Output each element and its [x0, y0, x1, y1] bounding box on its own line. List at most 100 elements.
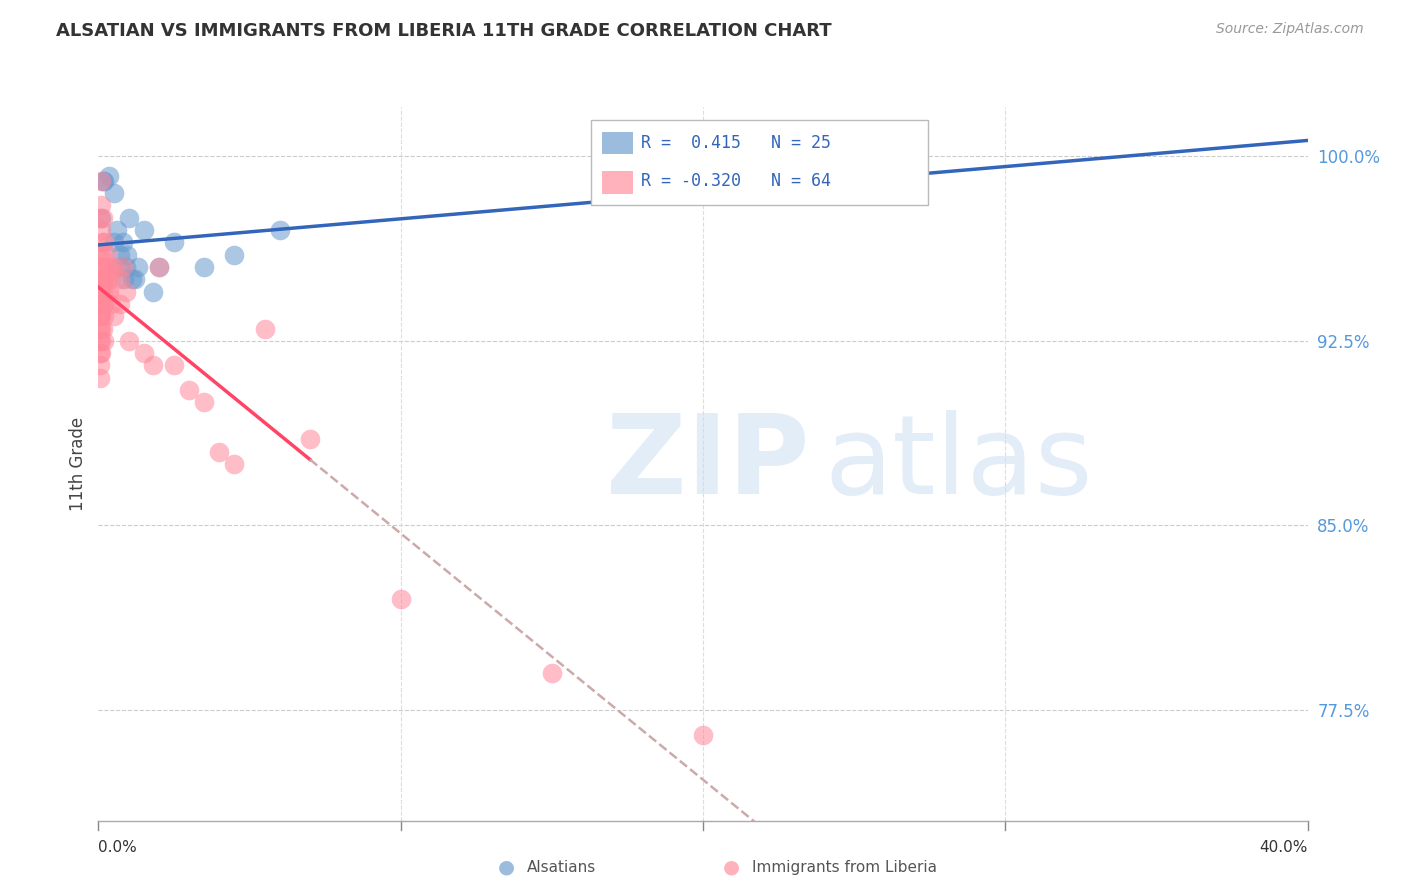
Point [224, 248, 246, 262]
Point [93, 260, 115, 274]
Point [89, 321, 111, 335]
Text: ALSATIAN VS IMMIGRANTS FROM LIBERIA 11TH GRADE CORRELATION CHART: ALSATIAN VS IMMIGRANTS FROM LIBERIA 11TH… [56, 22, 832, 40]
Point [208, 444, 231, 458]
Point [93, 235, 115, 250]
Point [89, 297, 111, 311]
Point [93, 309, 115, 323]
Point [90, 248, 112, 262]
Point [224, 457, 246, 471]
Point [121, 272, 143, 286]
Point [105, 223, 128, 237]
Point [103, 260, 125, 274]
Text: R =  0.415   N = 25: R = 0.415 N = 25 [641, 134, 831, 152]
Point [132, 346, 155, 360]
Point [127, 260, 149, 274]
Point [90, 297, 112, 311]
Point [100, 272, 122, 286]
Text: ●: ● [723, 857, 740, 877]
Point [179, 383, 201, 397]
Point [89, 334, 111, 348]
Point [93, 174, 115, 188]
Point [90, 223, 112, 237]
Point [90, 174, 112, 188]
Point [89, 370, 111, 384]
Point [103, 235, 125, 250]
Point [91, 211, 114, 225]
Point [90, 334, 112, 348]
Text: Source: ZipAtlas.com: Source: ZipAtlas.com [1216, 22, 1364, 37]
Point [90, 346, 112, 360]
Point [132, 223, 155, 237]
Point [723, 161, 745, 176]
Text: 40.0%: 40.0% [1260, 840, 1308, 855]
Point [299, 432, 322, 446]
Point [89, 309, 111, 323]
Point [103, 309, 125, 323]
Point [90, 321, 112, 335]
Point [118, 211, 141, 225]
Text: ●: ● [498, 857, 515, 877]
Point [91, 174, 114, 188]
Text: 0.0%: 0.0% [98, 840, 138, 855]
Point [98, 260, 121, 274]
Point [692, 727, 714, 741]
Point [90, 285, 112, 299]
Point [93, 334, 115, 348]
Point [89, 211, 111, 225]
Point [108, 248, 131, 262]
Point [94, 260, 117, 274]
Point [114, 260, 136, 274]
Point [193, 260, 215, 274]
Point [90, 260, 112, 274]
Point [111, 235, 134, 250]
Text: Alsatians: Alsatians [527, 860, 596, 874]
Point [541, 665, 564, 680]
Point [91, 285, 114, 299]
Point [91, 321, 114, 335]
Point [108, 260, 131, 274]
Point [142, 285, 165, 299]
Point [148, 260, 170, 274]
Point [89, 285, 111, 299]
Point [100, 297, 122, 311]
Point [91, 272, 114, 286]
Point [98, 285, 121, 299]
Point [124, 272, 146, 286]
Text: R = -0.320   N = 64: R = -0.320 N = 64 [641, 172, 831, 190]
Point [89, 272, 111, 286]
Text: Immigrants from Liberia: Immigrants from Liberia [752, 860, 938, 874]
Point [111, 260, 134, 274]
Point [269, 223, 291, 237]
Point [193, 395, 215, 409]
Point [90, 198, 112, 212]
Point [89, 248, 111, 262]
Point [142, 359, 165, 373]
Point [148, 260, 170, 274]
Point [93, 272, 115, 286]
Point [89, 309, 111, 323]
Text: atlas: atlas [824, 410, 1092, 517]
Point [103, 186, 125, 201]
Point [93, 297, 115, 311]
Y-axis label: 11th Grade: 11th Grade [69, 417, 87, 511]
Point [108, 272, 131, 286]
Point [96, 248, 118, 262]
Point [91, 235, 114, 250]
Point [389, 592, 412, 607]
Point [118, 334, 141, 348]
Point [108, 297, 131, 311]
Point [163, 235, 186, 250]
Point [90, 211, 112, 225]
Point [112, 272, 135, 286]
Point [90, 272, 112, 286]
Point [91, 297, 114, 311]
Text: ZIP: ZIP [606, 410, 810, 517]
Point [96, 272, 118, 286]
Point [163, 359, 186, 373]
Point [98, 169, 121, 183]
Point [89, 359, 111, 373]
Point [253, 321, 276, 335]
Point [89, 346, 111, 360]
Point [114, 285, 136, 299]
Point [96, 285, 118, 299]
